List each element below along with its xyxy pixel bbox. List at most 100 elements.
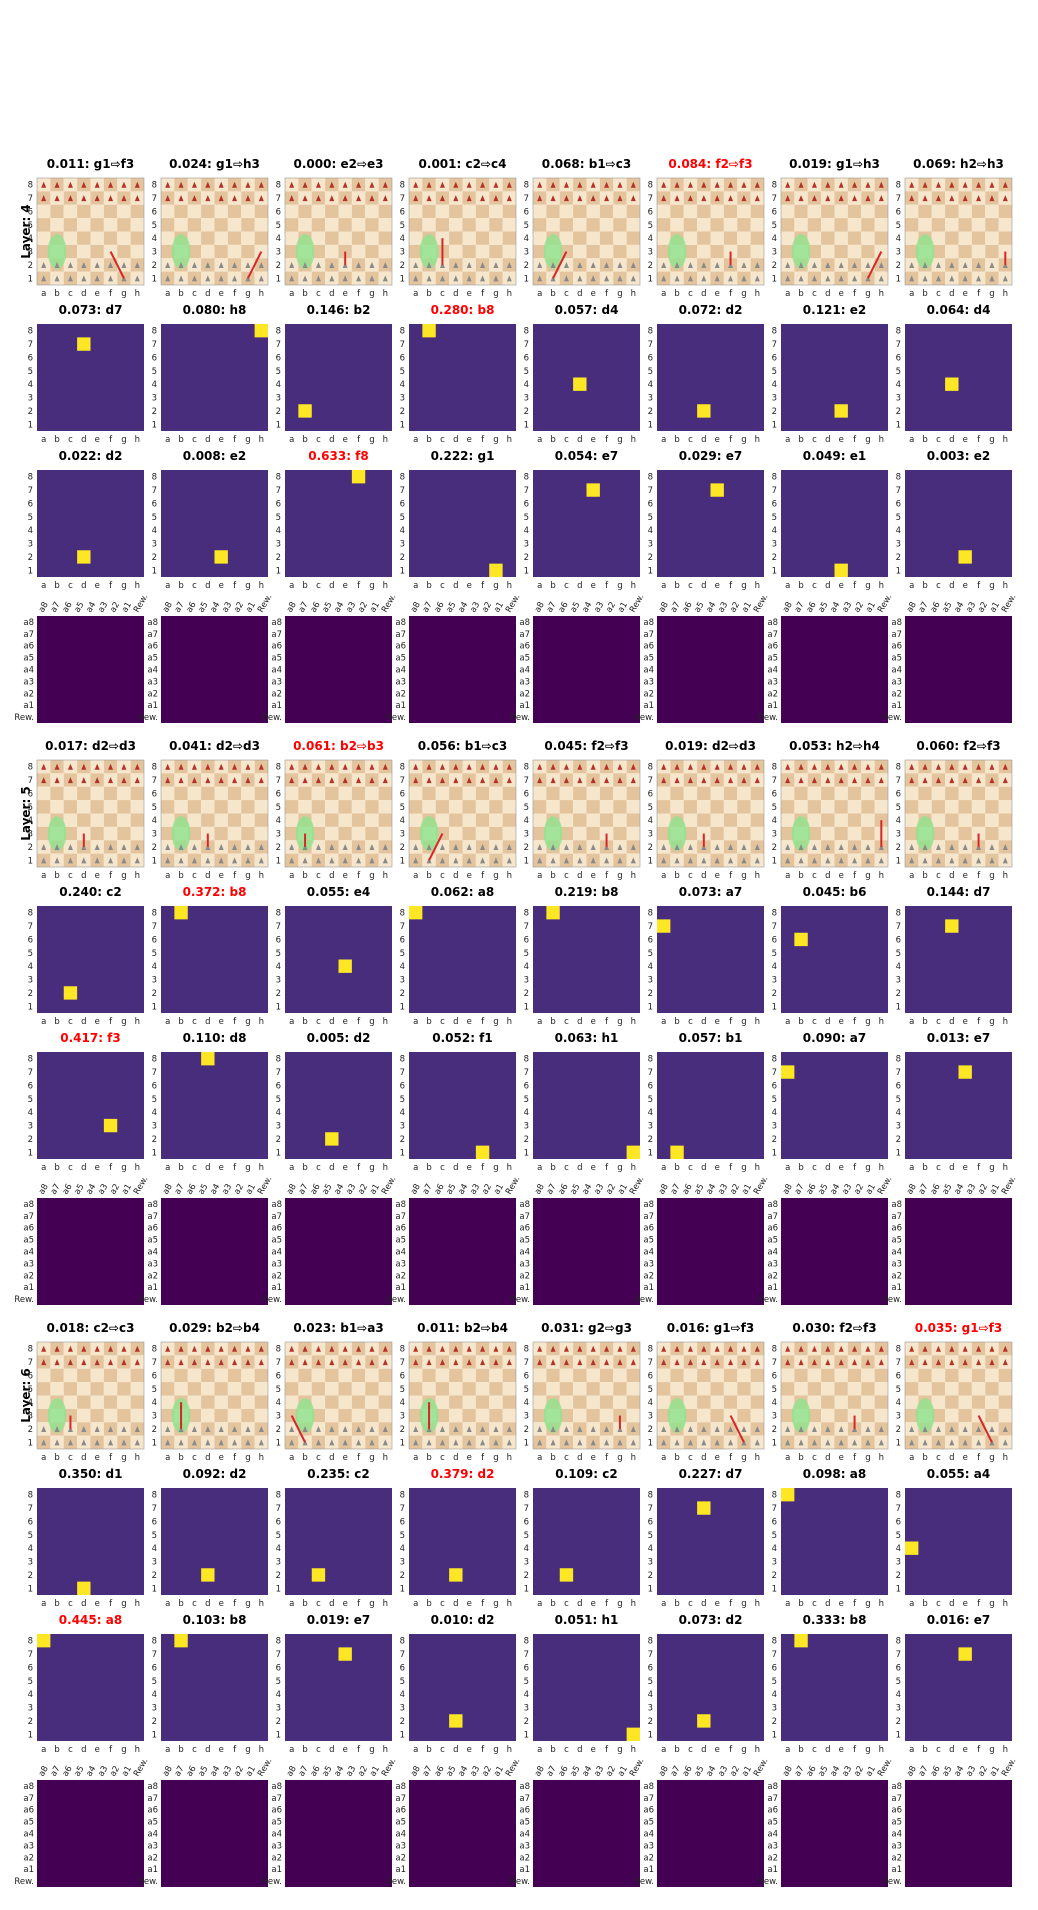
piece — [439, 181, 445, 188]
file-label: a — [661, 581, 666, 591]
highlight — [915, 234, 935, 269]
square — [683, 218, 698, 232]
square — [409, 204, 423, 219]
heatmap — [285, 470, 392, 577]
file-label: d — [329, 1453, 334, 1463]
piece — [962, 261, 968, 268]
rank-label: 7 — [772, 1650, 777, 1660]
rank-label: 3 — [896, 394, 901, 404]
file-label: h — [1003, 1017, 1008, 1027]
attn-y-label: a3 — [147, 677, 158, 687]
square — [834, 1408, 848, 1423]
attn-y-label: a2 — [891, 1271, 902, 1281]
piece — [329, 763, 335, 770]
square — [834, 231, 848, 245]
file-label: d — [949, 1163, 954, 1173]
square — [50, 800, 64, 814]
rank-label: 2 — [276, 843, 281, 853]
square — [985, 786, 999, 801]
attn-y-label: a6 — [23, 642, 34, 652]
rank-label: 6 — [648, 207, 653, 217]
square — [599, 1408, 614, 1423]
attn-y-label: a8 — [519, 1200, 530, 1210]
file-label: f — [729, 1163, 733, 1173]
rank-label: 7 — [28, 1358, 33, 1368]
rank-label: 4 — [524, 234, 529, 244]
square — [90, 800, 104, 814]
attn-x-label: a2 — [480, 1764, 494, 1778]
piece — [754, 843, 760, 850]
peak-cell — [214, 550, 228, 564]
attn-y-label: a2 — [643, 1271, 654, 1281]
piece — [356, 857, 362, 864]
square — [449, 1368, 463, 1383]
file-label: g — [369, 1017, 374, 1027]
rank-label: 1 — [28, 1002, 33, 1012]
attn-x-label: a3 — [344, 1182, 358, 1196]
file-label: a — [165, 1017, 170, 1027]
rank-label: 4 — [276, 1544, 281, 1554]
attn-x-label: a3 — [592, 1764, 606, 1778]
square — [861, 231, 875, 245]
attn-y-label: a5 — [643, 1818, 654, 1828]
heatmap — [781, 1634, 888, 1741]
square — [201, 1382, 215, 1396]
square — [945, 244, 959, 259]
rank-label: 7 — [152, 194, 157, 204]
file-label: f — [729, 1599, 733, 1609]
rank-label: 5 — [276, 1385, 281, 1395]
piece — [909, 843, 915, 850]
attn-y-label: a4 — [395, 1830, 406, 1840]
piece — [134, 1439, 140, 1446]
attention-map — [781, 1780, 888, 1887]
square — [409, 800, 423, 814]
square — [737, 231, 751, 245]
file-label: f — [357, 871, 361, 881]
square — [985, 813, 999, 827]
file-label: h — [507, 871, 512, 881]
piece — [245, 1425, 251, 1432]
panel-title: 0.016: e7 — [927, 1613, 990, 1627]
file-label: c — [564, 289, 569, 299]
rank-label: 1 — [772, 1584, 777, 1594]
piece — [205, 195, 211, 202]
peak-cell — [794, 932, 808, 947]
heatmap-bg — [409, 470, 516, 577]
rank-label: 7 — [28, 194, 33, 204]
rank-label: 8 — [772, 473, 777, 483]
rank-label: 1 — [276, 1148, 281, 1158]
attn-y-label: a6 — [891, 642, 902, 652]
panel-title: 0.055: e4 — [307, 885, 370, 899]
square — [409, 1382, 423, 1396]
piece — [121, 843, 127, 850]
square — [285, 244, 299, 259]
attention-map — [781, 1198, 888, 1305]
square — [489, 204, 503, 219]
heatmap-bg — [657, 1052, 764, 1159]
square — [710, 1382, 724, 1396]
rank-label: 5 — [152, 949, 157, 959]
heatmap-bg — [409, 1052, 516, 1159]
square — [834, 786, 848, 801]
file-label: e — [343, 1745, 348, 1755]
square — [710, 813, 724, 827]
attn-y-label: a8 — [147, 1782, 158, 1792]
piece — [439, 763, 445, 770]
rank-label: 6 — [648, 1081, 653, 1091]
rank-label: 1 — [400, 1438, 405, 1448]
peak-cell — [781, 1488, 795, 1502]
file-label: d — [577, 435, 582, 445]
square — [378, 786, 392, 801]
file-label: c — [936, 1017, 941, 1027]
rank-label: 3 — [400, 1412, 405, 1422]
piece — [245, 195, 251, 202]
piece — [108, 857, 114, 864]
piece — [741, 195, 747, 202]
file-label: c — [68, 581, 73, 591]
attn-x-label: Rew. — [876, 592, 894, 614]
rank-label: 7 — [28, 776, 33, 786]
rank-label: 5 — [772, 1677, 777, 1687]
piece — [81, 1425, 87, 1432]
piece — [205, 777, 211, 784]
square — [945, 1408, 959, 1423]
